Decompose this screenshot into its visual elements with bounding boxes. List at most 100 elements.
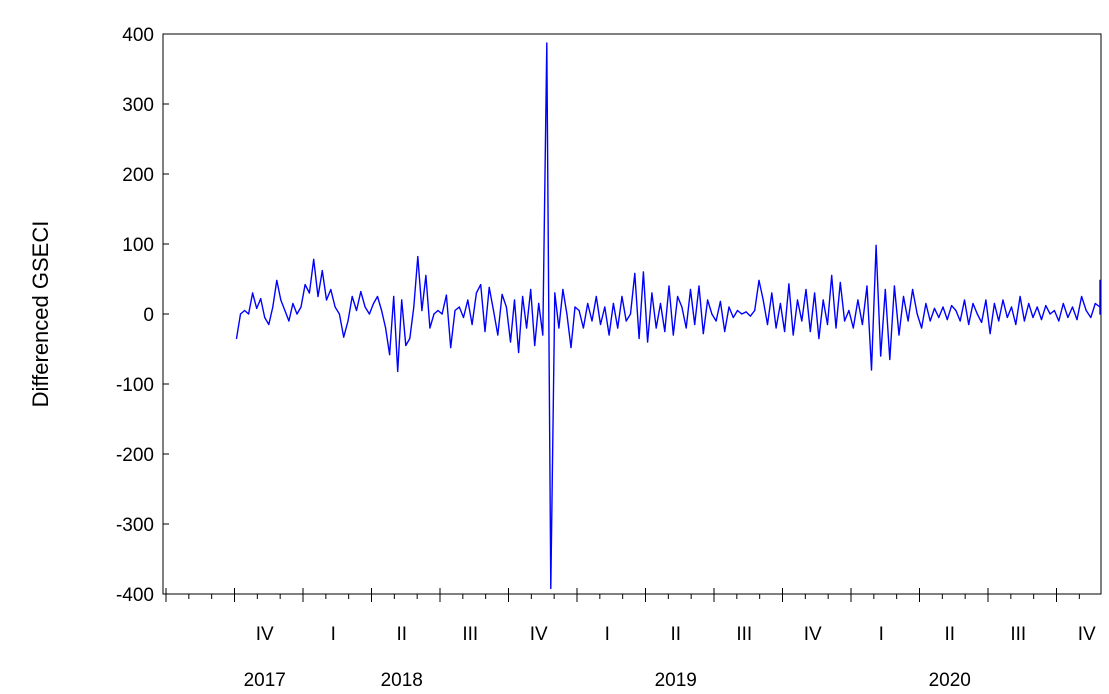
series-layer — [235, 42, 1101, 590]
series-point — [437, 309, 439, 312]
series-point — [898, 334, 900, 336]
y-tick-label: 200 — [122, 165, 154, 186]
series-point — [647, 341, 649, 343]
series-point — [454, 309, 456, 312]
x-year-label: 2019 — [655, 670, 697, 691]
series-point — [1006, 316, 1008, 319]
x-year-label: 2017 — [244, 670, 286, 691]
series-point — [796, 299, 799, 301]
series-point — [517, 351, 520, 354]
series-point — [724, 330, 726, 333]
series-point — [779, 302, 781, 305]
x-axis: IVIIIIIIIVIIIIIIIVIIIIIIIVI2017201820192… — [165, 588, 1096, 691]
y-tick-label: 100 — [122, 235, 154, 256]
series-point — [758, 279, 760, 281]
series-point — [558, 327, 560, 329]
series-point — [831, 274, 833, 277]
series-point — [1040, 319, 1043, 321]
series-point — [852, 327, 854, 329]
series-point — [239, 313, 242, 315]
series-point — [875, 244, 877, 246]
series-point — [694, 323, 696, 326]
series-point — [397, 370, 399, 372]
series-point — [788, 283, 790, 285]
series-point — [566, 313, 568, 315]
series-point — [805, 288, 807, 291]
series-point — [501, 293, 503, 295]
series-point — [762, 299, 764, 301]
series-point — [235, 337, 238, 340]
series-point — [612, 302, 614, 305]
series-point — [276, 279, 278, 281]
series-point — [304, 284, 306, 286]
series-point — [368, 313, 370, 315]
series-point — [719, 300, 722, 302]
series-point — [775, 327, 777, 329]
series-point — [480, 284, 482, 286]
series-point — [1010, 306, 1013, 308]
x-quarter-label: I — [331, 624, 336, 645]
series-point — [766, 323, 769, 326]
series-point — [538, 302, 540, 305]
x-year-label: 2018 — [381, 670, 423, 691]
series-point — [955, 309, 957, 312]
series-point — [462, 316, 465, 319]
x-quarter-label: III — [736, 624, 752, 645]
y-tick-label: 400 — [122, 25, 154, 46]
series-line — [235, 42, 1101, 590]
series-point — [736, 309, 739, 312]
series-point — [634, 272, 636, 274]
y-tick-label: 300 — [122, 95, 154, 116]
series-point — [308, 292, 311, 294]
series-point — [604, 306, 606, 308]
series-point — [893, 285, 895, 287]
series-point — [980, 321, 983, 323]
series-point — [280, 299, 282, 301]
x-quarter-label: IV — [530, 624, 548, 645]
x-quarter-label: IV — [1078, 624, 1096, 645]
series-point — [1099, 295, 1101, 298]
series-point — [248, 313, 250, 315]
series-point — [843, 320, 846, 322]
x-year-label: 2020 — [929, 670, 971, 691]
series-point — [907, 320, 909, 322]
series-point — [1032, 316, 1034, 319]
series-point — [809, 330, 811, 333]
series-point — [1071, 306, 1074, 308]
series-point — [711, 313, 713, 315]
series-point — [505, 306, 507, 308]
series-point — [268, 323, 270, 326]
series-point — [818, 337, 820, 340]
series-point — [595, 295, 597, 298]
series-point — [1099, 312, 1101, 314]
series-point — [1099, 299, 1101, 301]
series-point — [938, 316, 940, 319]
series-point — [554, 292, 556, 294]
series-point — [530, 288, 532, 291]
series-point — [998, 320, 1000, 322]
series-point — [376, 295, 379, 298]
series-point — [321, 270, 323, 272]
series-point — [801, 320, 803, 322]
series-point — [471, 323, 473, 326]
series-point — [492, 309, 495, 312]
x-quarter-label: III — [1010, 624, 1026, 645]
series-point — [916, 313, 918, 315]
series-point — [1045, 305, 1047, 307]
series-point — [749, 315, 751, 317]
series-point — [256, 307, 258, 309]
series-point — [1076, 319, 1078, 321]
series-point — [651, 292, 653, 294]
series-point — [664, 330, 666, 333]
series-point — [587, 302, 589, 305]
series-point — [1090, 316, 1092, 319]
series-point — [884, 288, 886, 291]
series-point — [1081, 295, 1083, 298]
y-tick-label: -200 — [116, 445, 154, 466]
y-axis: 400 300 200 100 0 -100 -200 -300 -400 — [116, 25, 169, 606]
series-point — [526, 327, 528, 329]
series-point — [582, 327, 585, 329]
series-point — [389, 354, 391, 356]
series-point — [792, 334, 794, 336]
